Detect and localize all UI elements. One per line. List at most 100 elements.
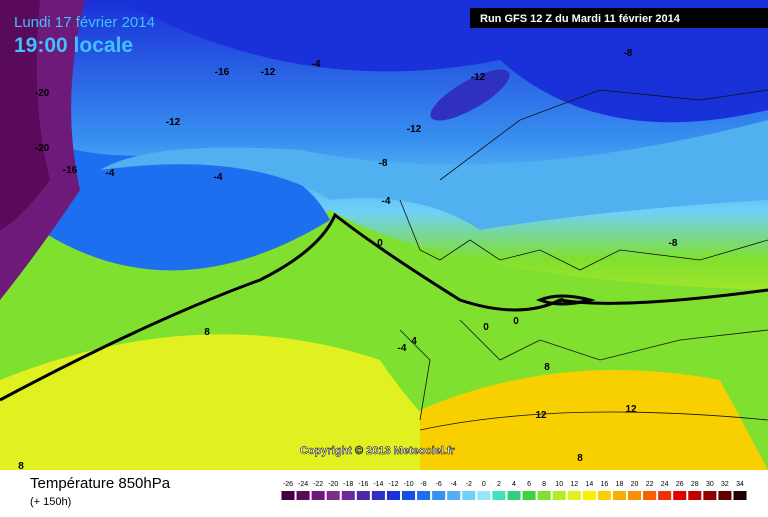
scale-tick-label: -6 <box>436 481 442 488</box>
scale-swatch <box>356 491 370 500</box>
contour-label: 8 <box>18 461 24 472</box>
contour-label: -12 <box>261 67 276 78</box>
valid-time: 19:00 locale <box>14 34 133 57</box>
zero-isotherm <box>0 212 768 402</box>
scale-swatch <box>402 491 416 500</box>
contour-label: -16 <box>215 67 230 78</box>
copyright: Copyright © 2013 Meteociel.fr <box>300 445 456 457</box>
scale-tick-label: 30 <box>706 481 714 488</box>
contour-label: -20 <box>35 143 50 154</box>
scale-tick-label: 28 <box>691 481 699 488</box>
scale-swatch <box>733 491 747 500</box>
scale-tick-label: -24 <box>298 481 308 488</box>
run-box <box>470 8 768 28</box>
scale-tick-label: -10 <box>403 481 413 488</box>
scale-swatch <box>673 491 687 500</box>
scale-tick-label: -18 <box>343 481 353 488</box>
scale-swatch <box>281 491 295 500</box>
scale-swatch <box>582 491 596 500</box>
scale-tick-label: 34 <box>736 481 744 488</box>
contour-label: -12 <box>166 117 181 128</box>
scale-tick-label: 22 <box>646 481 654 488</box>
scale-tick-label: 32 <box>721 481 729 488</box>
scale-swatch <box>643 491 657 500</box>
scale-tick-label: -12 <box>388 481 398 488</box>
scale-swatch <box>597 491 611 500</box>
scale-tick-label: 6 <box>527 481 531 488</box>
scale-tick-label: 14 <box>585 481 593 488</box>
scale-swatch <box>447 491 461 500</box>
scale-swatch <box>432 491 446 500</box>
scale-swatch <box>658 491 672 500</box>
scale-swatch <box>462 491 476 500</box>
scale-tick-label: 8 <box>542 481 546 488</box>
footer-title: Température 850hPa <box>30 475 171 492</box>
scale-tick-label: 10 <box>555 481 563 488</box>
contour-label: -4 <box>214 172 223 183</box>
scale-swatch <box>703 491 717 500</box>
contour-label: -12 <box>407 124 422 135</box>
scale-swatch <box>326 491 340 500</box>
scale-swatch <box>371 491 385 500</box>
cold-zone <box>120 0 768 123</box>
scale-swatch <box>718 491 732 500</box>
contour-label: 0 <box>483 322 489 333</box>
scale-tick-label: -8 <box>420 481 426 488</box>
scale-swatch <box>537 491 551 500</box>
scale-swatch <box>688 491 702 500</box>
scale-swatch <box>386 491 400 500</box>
warm-zone <box>420 370 768 470</box>
contour-label: -8 <box>669 238 678 249</box>
contour-label: -4 <box>312 59 321 70</box>
contour-label: 12 <box>625 404 637 415</box>
scale-swatch <box>477 491 491 500</box>
scale-tick-label: -4 <box>451 481 457 488</box>
warm-zone <box>0 334 480 470</box>
scale-tick-label: 24 <box>661 481 669 488</box>
cold-zone <box>100 120 768 230</box>
scale-swatch <box>612 491 626 500</box>
scale-tick-label: -14 <box>373 481 383 488</box>
cold-zone <box>430 69 510 121</box>
contour-label: 4 <box>411 336 417 347</box>
cold-zone <box>0 120 330 271</box>
coastline <box>399 89 768 431</box>
scale-tick-label: 12 <box>570 481 578 488</box>
cold-zone <box>0 0 50 230</box>
zero-isotherm <box>535 294 596 306</box>
scale-swatch <box>492 491 506 500</box>
contour-label: 12 <box>535 410 547 421</box>
contour-label: -20 <box>35 88 50 99</box>
scale-tick-label: 0 <box>482 481 486 488</box>
contour-label: 8 <box>204 327 210 338</box>
contour-label: 0 <box>377 238 383 249</box>
scale-swatch <box>567 491 581 500</box>
contour-label: -12 <box>471 72 486 83</box>
scale-tick-label: 2 <box>497 481 501 488</box>
scale-swatch <box>552 491 566 500</box>
contour-label: -8 <box>624 48 633 59</box>
contour-label: -4 <box>398 343 407 354</box>
scale-swatch <box>507 491 521 500</box>
scale-swatch <box>341 491 355 500</box>
scale-tick-label: 18 <box>616 481 624 488</box>
scale-tick-label: -16 <box>358 481 368 488</box>
scale-tick-label: -22 <box>313 481 323 488</box>
contour-label: -16 <box>63 165 78 176</box>
scale-tick-label: 26 <box>676 481 684 488</box>
contour-label: 0 <box>559 297 565 308</box>
scale-tick-label: 4 <box>512 481 516 488</box>
scale-tick-label: -20 <box>328 481 338 488</box>
footer-lead: (+ 150h) <box>30 496 71 508</box>
scale-swatch <box>522 491 536 500</box>
contour-label: -4 <box>106 168 115 179</box>
run-info: Run GFS 12 Z du Mardi 11 février 2014 <box>480 13 681 25</box>
scale-tick-label: 16 <box>601 481 609 488</box>
scale-tick-label: 20 <box>631 481 639 488</box>
contour-label: -8 <box>379 158 388 169</box>
contour-label: 0 <box>513 316 519 327</box>
contour-label: -4 <box>382 196 391 207</box>
scale-tick-label: -2 <box>466 481 472 488</box>
scale-tick-label: -26 <box>283 481 293 488</box>
